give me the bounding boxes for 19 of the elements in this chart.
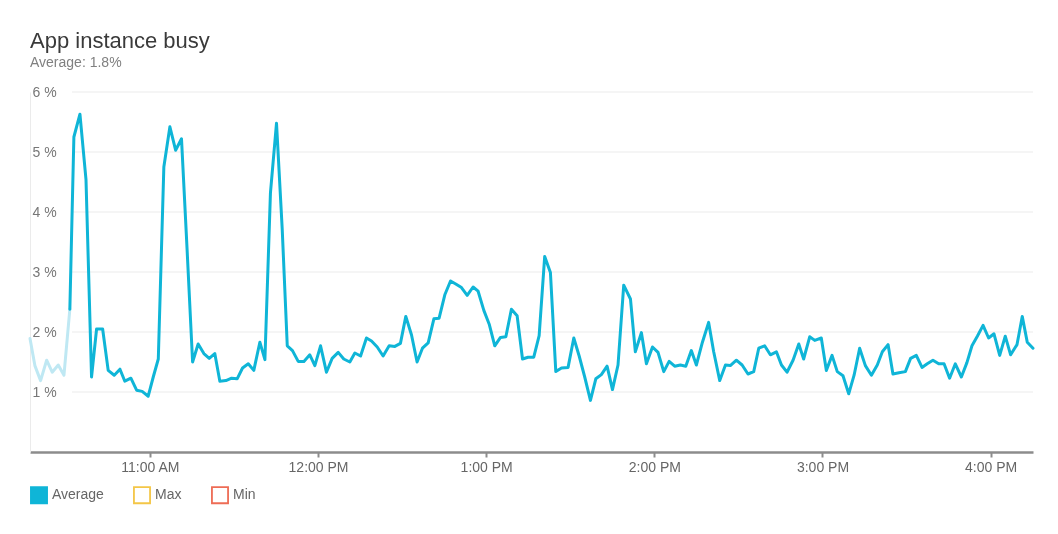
y-tick-label: 2 % [32, 323, 57, 340]
y-tick-label: 4 % [32, 203, 57, 220]
y-tick-label: 6 % [32, 83, 57, 100]
y-tick-label: 3 % [32, 263, 57, 280]
line-series [68, 112, 1035, 402]
legend-label: Min [233, 486, 256, 503]
legend-label: Max [155, 486, 182, 503]
x-tick-label: 1:00 PM [460, 458, 513, 475]
x-tick-label: 11:00 AM [121, 458, 180, 475]
line-series [28, 307, 72, 383]
x-tick-label: 3:00 PM [796, 458, 850, 475]
legend-label: Average [52, 486, 105, 503]
x-tick-label: 2:00 PM [628, 458, 681, 475]
chart-title: App instance busy [30, 28, 210, 53]
y-tick-label: 5 % [32, 143, 57, 160]
x-tick-label: 4:00 PM [965, 458, 1018, 475]
chart-subtitle: Average: 1.8% [30, 54, 122, 70]
y-tick-label: 1 % [32, 383, 57, 400]
x-tick-label: 12:00 PM [288, 458, 349, 475]
